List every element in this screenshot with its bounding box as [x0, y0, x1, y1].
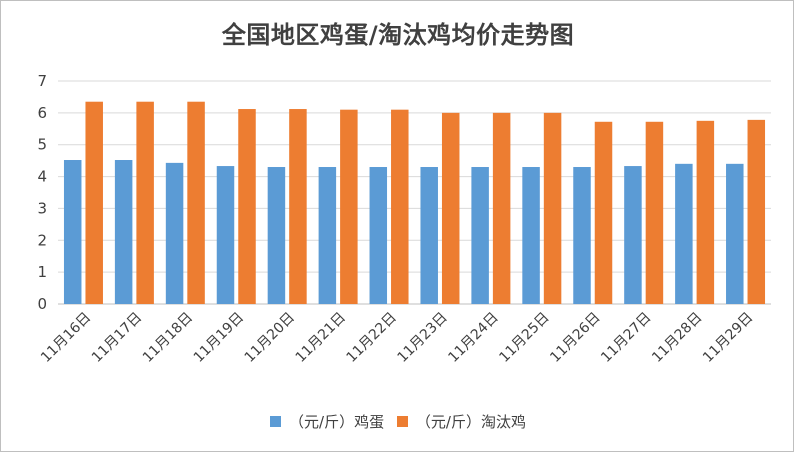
x-tick-label: 11月29日: [700, 310, 756, 366]
bar-egg: [369, 167, 388, 304]
x-axis-ticks: 11月16日11月17日11月18日11月19日11月20日11月21日11月2…: [38, 310, 756, 366]
legend-item-egg: （元/斤）鸡蛋: [270, 411, 384, 432]
bars: [63, 101, 766, 305]
x-tick-label: 11月23日: [394, 310, 450, 366]
bar-egg: [165, 162, 184, 304]
bar-culled-hen: [441, 112, 460, 304]
x-tick-label: 11月28日: [649, 310, 705, 366]
y-tick-label: 5: [37, 136, 47, 154]
x-tick-label: 11月24日: [445, 310, 501, 366]
legend-item-culled-hen: （元/斤）淘汰鸡: [396, 411, 526, 432]
y-tick-label: 1: [37, 263, 47, 281]
legend-swatch-culled-hen: [396, 416, 408, 427]
bar-culled-hen: [594, 121, 613, 304]
x-tick-label: 11月21日: [293, 310, 349, 366]
x-tick-label: 11月22日: [344, 310, 400, 366]
x-tick-label: 11月18日: [140, 310, 196, 366]
y-tick-label: 0: [37, 295, 47, 313]
bar-egg: [675, 163, 693, 304]
bar-egg: [63, 160, 82, 304]
gridlines: [58, 80, 771, 305]
legend-label-culled-hen: （元/斤）淘汰鸡: [415, 413, 526, 431]
legend-label-egg: （元/斤）鸡蛋: [289, 413, 385, 431]
x-tick-label: 11月20日: [242, 310, 298, 366]
bar-culled-hen: [238, 109, 256, 304]
bar-culled-hen: [136, 101, 154, 304]
bar-egg: [420, 167, 438, 304]
bar-egg: [471, 167, 489, 304]
y-tick-label: 3: [37, 199, 47, 217]
bar-egg: [114, 160, 133, 304]
bar-egg: [522, 167, 540, 304]
bar-culled-hen: [492, 112, 511, 304]
bar-egg: [318, 167, 337, 304]
x-tick-label: 11月25日: [496, 310, 552, 366]
x-tick-label: 11月16日: [38, 310, 94, 366]
x-tick-label: 11月19日: [191, 310, 247, 366]
x-tick-label: 11月17日: [89, 310, 145, 366]
bar-culled-hen: [187, 101, 205, 304]
bar-culled-hen: [289, 109, 307, 304]
y-tick-label: 2: [37, 231, 47, 249]
legend-swatch-egg: [270, 416, 282, 427]
bar-egg: [573, 167, 591, 304]
bar-egg: [267, 167, 286, 304]
bar-culled-hen: [85, 101, 103, 304]
x-tick-label: 11月27日: [598, 310, 654, 366]
y-axis-ticks: 0 1 2 3 4 5 6 7: [37, 72, 47, 313]
bar-egg: [216, 166, 235, 304]
bar-culled-hen: [645, 121, 664, 304]
bar-culled-hen: [391, 109, 409, 305]
bar-culled-hen: [747, 119, 766, 304]
y-tick-label: 6: [37, 104, 47, 122]
chart-title: 全国地区鸡蛋/淘汰鸡均价走势图: [221, 21, 575, 49]
bar-culled-hen: [543, 112, 562, 304]
bar-egg: [624, 166, 642, 304]
bar-egg: [726, 163, 744, 304]
y-tick-label: 4: [37, 168, 47, 186]
x-tick-label: 11月26日: [547, 310, 603, 366]
bar-culled-hen: [340, 109, 358, 305]
bar-culled-hen: [696, 120, 715, 304]
legend: （元/斤）鸡蛋 （元/斤）淘汰鸡: [1, 411, 794, 432]
y-tick-label: 7: [37, 72, 47, 90]
